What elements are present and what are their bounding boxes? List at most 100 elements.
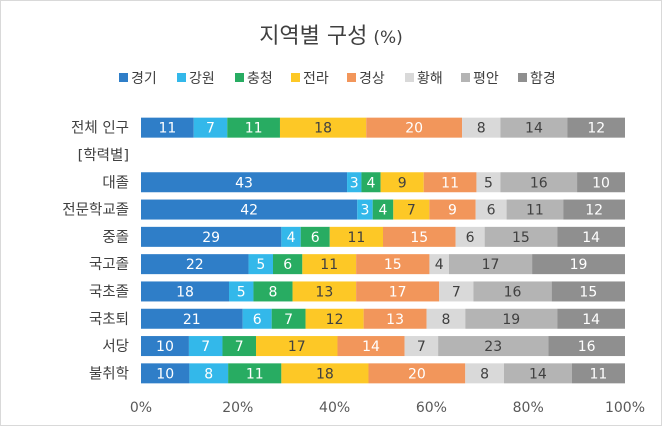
bar-segment xyxy=(439,281,474,302)
bar-segment xyxy=(141,117,194,138)
bar-segment xyxy=(473,281,552,302)
bar-segment xyxy=(577,172,625,193)
bar-segment xyxy=(141,254,249,275)
bar-segment xyxy=(141,172,348,193)
bar-segment xyxy=(551,281,625,302)
bar-segment xyxy=(357,199,373,220)
legend-label-2: 강원 xyxy=(189,71,215,87)
data-label: 10 xyxy=(592,175,610,191)
bar-segment xyxy=(356,281,440,302)
data-label: 6 xyxy=(283,257,292,273)
bar-segment xyxy=(429,254,449,275)
bar-segment xyxy=(292,281,357,302)
legend-label-6: 황해 xyxy=(417,71,443,87)
bar-segment xyxy=(256,336,338,357)
data-label: 11 xyxy=(526,203,544,219)
bar-segment xyxy=(504,363,572,384)
category-label-1: 전체 인구 xyxy=(71,120,129,137)
data-label: 6 xyxy=(311,230,320,246)
data-label: 4 xyxy=(287,230,296,246)
data-label: 17 xyxy=(389,284,407,300)
data-label: 7 xyxy=(235,339,244,355)
bar-segment xyxy=(455,226,485,247)
data-label: 15 xyxy=(410,230,428,246)
legend-swatch-3 xyxy=(235,73,244,82)
data-label: 7 xyxy=(206,121,215,137)
x-tick-label: 60% xyxy=(416,400,447,416)
data-label: 15 xyxy=(384,257,402,273)
legend-label-3: 충청 xyxy=(247,71,273,87)
bar-segment xyxy=(372,199,394,220)
bar-segment xyxy=(557,226,625,247)
data-label: 22 xyxy=(186,257,204,273)
bar-segment xyxy=(484,226,558,247)
bar-segment xyxy=(429,199,476,220)
category-label-3: 대졸 xyxy=(102,174,129,191)
bar-segment xyxy=(253,281,293,302)
bar-segment xyxy=(281,363,369,384)
data-label: 17 xyxy=(288,339,306,355)
data-label: 18 xyxy=(316,366,334,382)
data-label: 16 xyxy=(578,339,596,355)
data-label: 8 xyxy=(480,366,489,382)
bar-segment xyxy=(361,172,381,193)
data-label: 15 xyxy=(579,284,597,300)
data-label: 11 xyxy=(320,257,338,273)
data-label: 14 xyxy=(362,339,380,355)
data-label: 10 xyxy=(156,366,174,382)
bar-segment xyxy=(222,336,257,357)
data-label: 11 xyxy=(245,121,263,137)
bar-segment xyxy=(141,281,229,302)
data-label: 12 xyxy=(585,203,603,219)
bar-segment xyxy=(557,308,625,329)
bar-segment xyxy=(141,199,358,220)
legend-swatch-8 xyxy=(518,73,527,82)
data-label: 4 xyxy=(367,175,376,191)
bar-segment xyxy=(305,308,364,329)
category-label-10: 불취학 xyxy=(89,365,129,382)
data-label: 29 xyxy=(202,230,220,246)
bar-segment xyxy=(228,363,282,384)
legend-label-1: 경기 xyxy=(131,71,157,87)
chart-title-unit: (%) xyxy=(373,28,402,48)
category-label-2: [학력별] xyxy=(78,147,129,164)
bar-segment xyxy=(188,336,223,357)
data-label: 7 xyxy=(284,312,293,328)
bar-segment xyxy=(426,308,466,329)
bar-segment xyxy=(193,117,228,138)
data-label: 10 xyxy=(156,339,174,355)
data-label: 8 xyxy=(441,312,450,328)
x-tick-label: 0% xyxy=(130,400,152,416)
data-label: 8 xyxy=(477,121,486,137)
bar-segment xyxy=(141,308,243,329)
x-tick-label: 40% xyxy=(319,400,350,416)
bar-segment xyxy=(368,363,466,384)
data-label: 12 xyxy=(587,121,605,137)
bar-segment xyxy=(423,172,477,193)
bar-segment xyxy=(248,254,273,275)
bar-segment xyxy=(337,336,405,357)
bar-segment xyxy=(356,254,430,275)
legend-swatch-1 xyxy=(119,73,128,82)
bar-segment xyxy=(438,336,549,357)
bar-segment xyxy=(366,117,463,138)
bar-segment xyxy=(363,308,427,329)
x-axis-ticks: 0% 20% 40% 60% 80% 100% xyxy=(130,400,645,416)
bar-segment xyxy=(500,117,568,138)
data-label: 13 xyxy=(315,284,333,300)
x-tick-label: 80% xyxy=(513,400,544,416)
bar-segment xyxy=(475,199,507,220)
bar-segment xyxy=(404,336,439,357)
data-label: 11 xyxy=(441,175,459,191)
legend-swatch-7 xyxy=(461,73,470,82)
x-tick-label: 20% xyxy=(222,400,253,416)
bar-segment xyxy=(271,308,306,329)
bar-segment xyxy=(273,254,303,275)
data-label: 11 xyxy=(158,121,176,137)
data-label: 14 xyxy=(582,230,600,246)
data-label: 7 xyxy=(407,203,416,219)
bar-segment xyxy=(300,226,330,247)
bar-segment xyxy=(476,172,501,193)
